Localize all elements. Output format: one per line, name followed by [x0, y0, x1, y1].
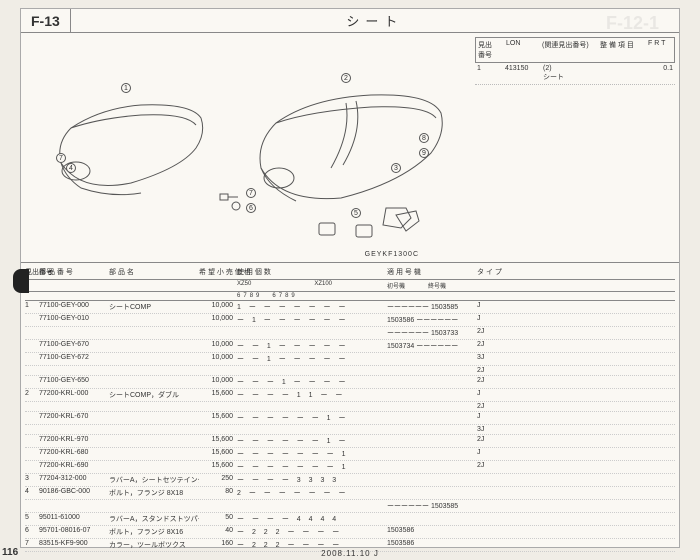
mh-col: 希 望 小 売 価 格 [199, 267, 237, 277]
seat-illustration-single [51, 93, 211, 203]
sr-desc: (2) シート [543, 65, 641, 82]
sr-frt: 0.1 [649, 65, 673, 82]
table-row: 3J [25, 425, 675, 435]
callout-8: 8 [419, 133, 429, 143]
table-header-2: XZ50 XZ100 初号機 終号機 [25, 280, 675, 292]
mh-col: 部 品 番 号 [39, 267, 109, 277]
side-table-header: 見出番号 LON (関連見出番号) 整 備 項 目 F R T [475, 37, 675, 63]
header-bar: F-13 シート [21, 9, 679, 33]
sr-part: 413150 [505, 65, 535, 82]
table-row: 177100-GEY-000シートCOMP10,0001 ー ー ー ー ー ー… [25, 301, 675, 314]
mh-col [567, 267, 675, 277]
table-row: 77100-GEY-01010,000ー 1 ー ー ー ー ー ー150358… [25, 314, 675, 327]
table-row: 695701-08016-07ボルト，フランジ 8X1640ー 2 2 2 ー … [25, 526, 675, 539]
table-row: 77200-KRL-69015,600ー ー ー ー ー ー ー 12J [25, 461, 675, 474]
small-parts [311, 203, 421, 248]
serial-cols: 初号機 終号機 [387, 281, 477, 290]
callout-7a: 7 [56, 153, 66, 163]
table-row: 2J [25, 366, 675, 376]
side-ref-table: 見出番号 LON (関連見出番号) 整 備 項 目 F R T 1 413150… [475, 37, 675, 85]
sh-col: 整 備 項 目 [600, 40, 640, 60]
footer-date: 2008.11.10 J [321, 549, 379, 558]
mh-col: 部 品 名 [109, 267, 199, 277]
diagram-code: GEYKF1300C [365, 251, 419, 258]
table-row: 77200-KRL-97015,600ー ー ー ー ー ー 1 ー2J [25, 435, 675, 448]
mh-col: タ イ プ [477, 267, 567, 277]
table-row: 77100-GEY-67210,000ー ー 1 ー ー ー ー ー3J [25, 353, 675, 366]
sr-no: 1 [477, 65, 497, 82]
table-row: ーーーーーー 15037332J [25, 327, 675, 340]
sh-col: F R T [648, 40, 672, 60]
table-header-3: 6 7 8 9 6 7 8 9 [25, 292, 675, 301]
table-row: 2J [25, 402, 675, 412]
table-row: 595011-61000ラバーA，スタンドストツパー50ー ー ー ー 4 4 … [25, 513, 675, 526]
page-frame: F-13 シート F-12-1 1 7 4 7 6 2 [20, 8, 680, 548]
ghost-text: F-12-1 [606, 13, 659, 34]
callout-3: 3 [391, 163, 401, 173]
table-row: ーーーーーー 1503585 [25, 500, 675, 513]
table-body: 177100-GEY-000シートCOMP10,0001 ー ー ー ー ー ー… [25, 301, 675, 552]
callout-9: 9 [419, 148, 429, 158]
table-row: 490186-GBC-000ボルト，フランジ 8X18802 ー ー ー ー ー… [25, 487, 675, 500]
mh-col: 使 用 個 数 [237, 267, 387, 277]
table-row: 77100-GEY-67010,000ー ー 1 ー ー ー ー ー150373… [25, 340, 675, 353]
section-code: F-13 [21, 9, 71, 32]
section-title: シート [71, 11, 679, 30]
sh-col: (関連見出番号) [542, 40, 592, 60]
diagram-area: 1 7 4 7 6 2 3 5 8 9 GEYKF13 [21, 33, 679, 263]
parts-table: 見出番号 部 品 番 号 部 品 名 希 望 小 売 価 格 使 用 個 数 適… [21, 263, 679, 554]
table-row: 377204-312-000ラバーA，シートセツテイング250ー ー ー ー 3… [25, 474, 675, 487]
callout-4a: 4 [66, 163, 76, 173]
model-cols: XZ50 XZ100 [237, 281, 387, 290]
side-table-row: 1 413150 (2) シート 0.1 [475, 63, 675, 85]
table-row: 277200-KRL-000シートCOMP，ダブル15,600ー ー ー ー 1… [25, 389, 675, 402]
table-row: 77200-KRL-67015,600ー ー ー ー ー ー 1 ーJ [25, 412, 675, 425]
table-row: 77100-GEY-65010,000ー ー ー 1 ー ー ー ー2J [25, 376, 675, 389]
callout-1: 1 [121, 83, 131, 93]
mh-col: 適 用 号 機 [387, 267, 477, 277]
sh-col: LON [506, 40, 534, 60]
table-row: 77200-KRL-68015,600ー ー ー ー ー ー ー 1J [25, 448, 675, 461]
page-number: 116 [2, 547, 18, 558]
sh-col: 見出番号 [478, 40, 498, 60]
table-header-1: 見出番号 部 品 番 号 部 品 名 希 望 小 売 価 格 使 用 個 数 適… [25, 265, 675, 280]
thumb-tab [13, 269, 29, 293]
callout-2: 2 [341, 73, 351, 83]
bolt-icon [216, 188, 246, 213]
use-cols: 6 7 8 9 6 7 8 9 [237, 293, 387, 299]
